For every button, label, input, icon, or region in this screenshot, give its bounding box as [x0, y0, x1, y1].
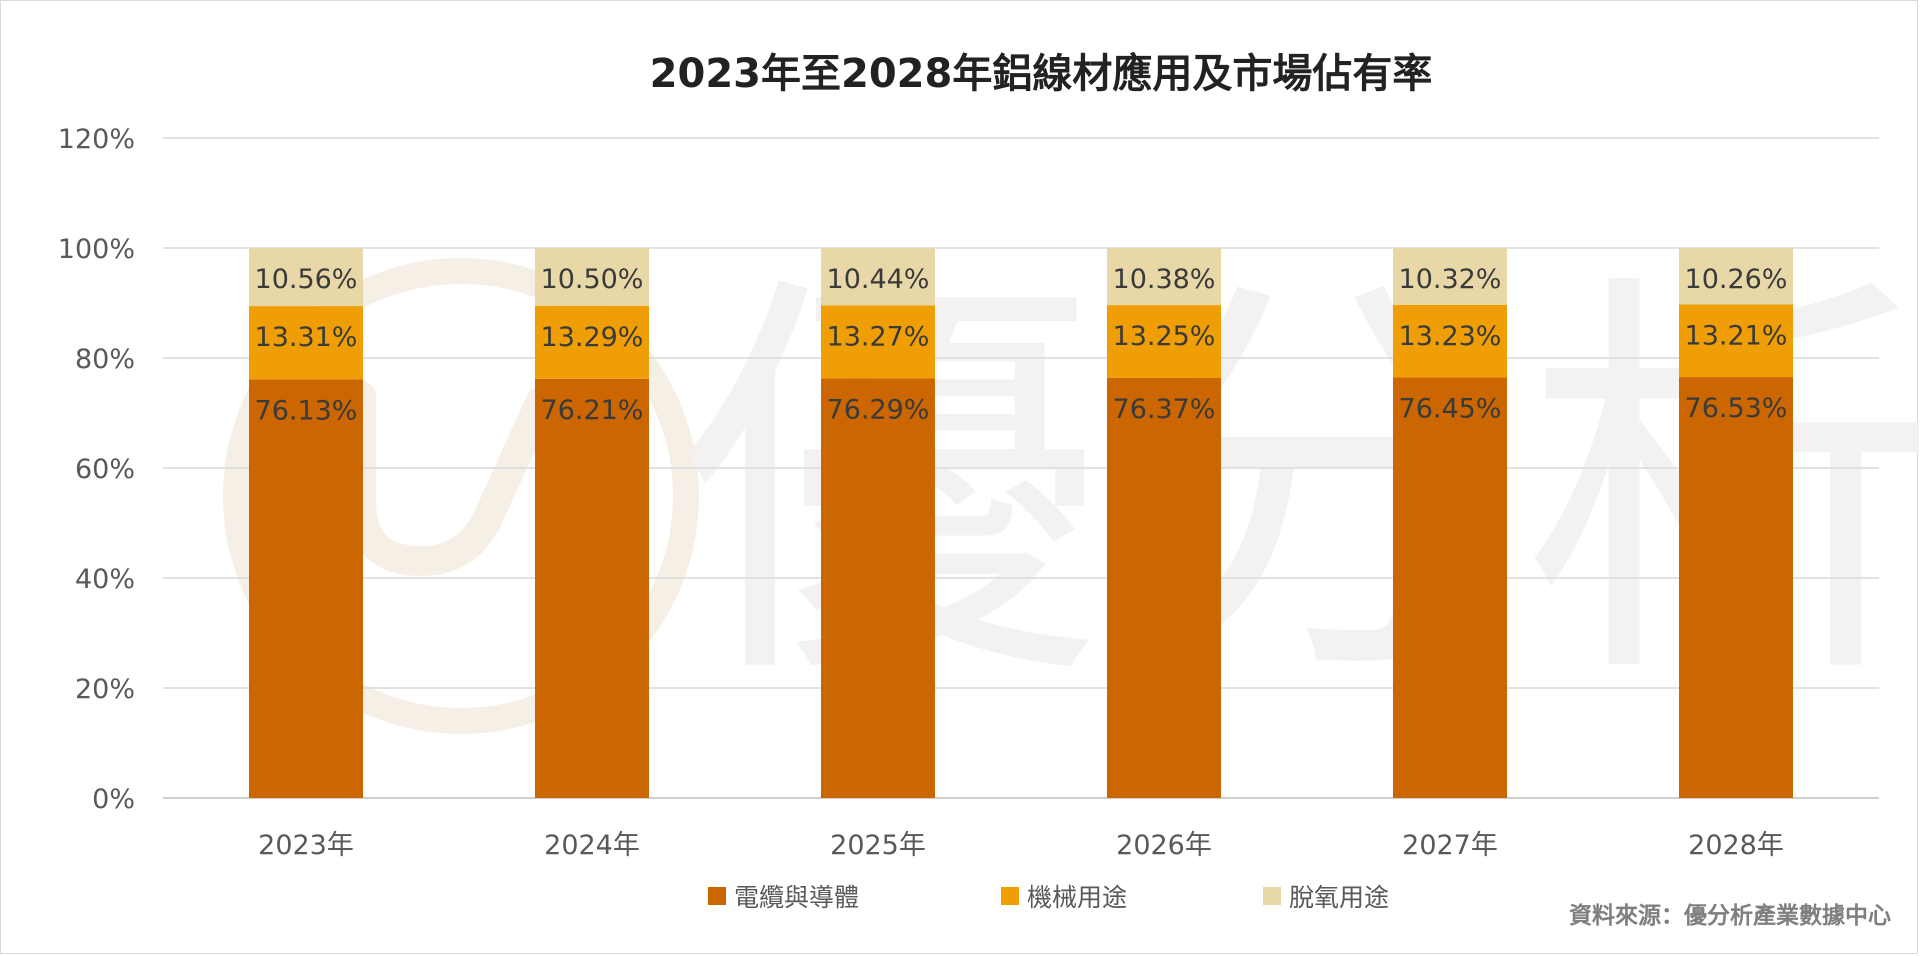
legend-item-deoxidation: 脫氧用途 — [1263, 883, 1389, 912]
bar-segment — [535, 305, 649, 379]
data-label: 13.27% — [827, 321, 930, 352]
bar-segment — [249, 248, 363, 307]
y-tick-label: 40% — [75, 564, 135, 595]
bar-segment — [1107, 248, 1221, 306]
data-label: 10.32% — [1399, 264, 1502, 295]
x-axis: 2023年 2024年 2025年 2026年 2027年 2028年 — [258, 830, 1784, 861]
y-tick-label: 20% — [75, 674, 135, 705]
bar-segment — [535, 378, 649, 798]
data-label: 13.29% — [541, 322, 644, 353]
legend-item-mechanical: 機械用途 — [1001, 883, 1127, 912]
data-label: 76.21% — [541, 395, 644, 426]
bar-segment — [1393, 377, 1507, 798]
bar-segment — [821, 305, 935, 379]
chart-title: 2023年至2028年鋁線材應用及市場佔有率 — [650, 51, 1433, 97]
data-label: 13.25% — [1113, 321, 1216, 352]
data-label: 76.13% — [255, 395, 358, 426]
legend-label: 機械用途 — [1027, 883, 1127, 912]
data-label: 10.50% — [541, 264, 644, 295]
legend-item-cable: 電纜與導體 — [708, 883, 859, 912]
legend-label: 電纜與導體 — [734, 883, 859, 912]
bar-segment — [1393, 248, 1507, 305]
data-label: 13.21% — [1685, 320, 1788, 351]
bar-segment — [1107, 305, 1221, 378]
data-label: 76.29% — [827, 394, 930, 425]
legend: 電纜與導體 機械用途 脫氧用途 — [708, 883, 1389, 912]
y-tick-label: 80% — [75, 344, 135, 375]
bar-segment — [1679, 377, 1793, 798]
data-label: 10.38% — [1113, 264, 1216, 295]
data-label: 10.56% — [255, 264, 358, 295]
x-tick-label: 2028年 — [1688, 830, 1784, 861]
bar-segment — [1679, 304, 1793, 378]
bars: 76.13% 13.31% 10.56% 76.21% 13.29% 10.50% 76.2… — [249, 248, 1793, 798]
data-label: 76.45% — [1399, 394, 1502, 425]
x-tick-label: 2023年 — [258, 830, 354, 861]
y-tick-label: 0% — [92, 784, 135, 815]
bar-segment — [249, 306, 363, 380]
bar-segment — [249, 379, 363, 798]
legend-label: 脫氧用途 — [1289, 883, 1389, 912]
data-label: 76.37% — [1113, 394, 1216, 425]
source-note: 資料來源：優分析產業數據中心 — [1569, 902, 1891, 929]
gridlines — [163, 137, 1879, 799]
data-label: 10.26% — [1685, 264, 1788, 295]
bar-segment — [821, 378, 935, 798]
bar-segment — [821, 248, 935, 306]
data-label: 10.44% — [827, 264, 930, 295]
y-tick-label: 60% — [75, 454, 135, 485]
bar-segment — [535, 248, 649, 306]
x-tick-label: 2025年 — [830, 830, 926, 861]
data-label: 76.53% — [1685, 393, 1788, 424]
legend-swatch — [708, 887, 726, 905]
watermark-logo-mark — [346, 381, 556, 577]
x-tick-label: 2026年 — [1116, 830, 1212, 861]
bar-segment — [1107, 377, 1221, 798]
bar-segment — [1679, 248, 1793, 305]
y-tick-label: 100% — [58, 234, 135, 265]
y-tick-label: 120% — [58, 124, 135, 155]
data-label: 13.23% — [1399, 321, 1502, 352]
legend-swatch — [1263, 887, 1281, 905]
watermark: 優分析 — [223, 242, 1919, 734]
watermark-logo-ring — [223, 258, 699, 734]
bar-segment — [1393, 304, 1507, 378]
x-tick-label: 2024年 — [544, 830, 640, 861]
y-axis: 0% 20% 40% 60% 80% 100% 120% — [58, 124, 135, 815]
x-tick-label: 2027年 — [1402, 830, 1498, 861]
data-label: 13.31% — [255, 322, 358, 353]
legend-swatch — [1001, 887, 1019, 905]
